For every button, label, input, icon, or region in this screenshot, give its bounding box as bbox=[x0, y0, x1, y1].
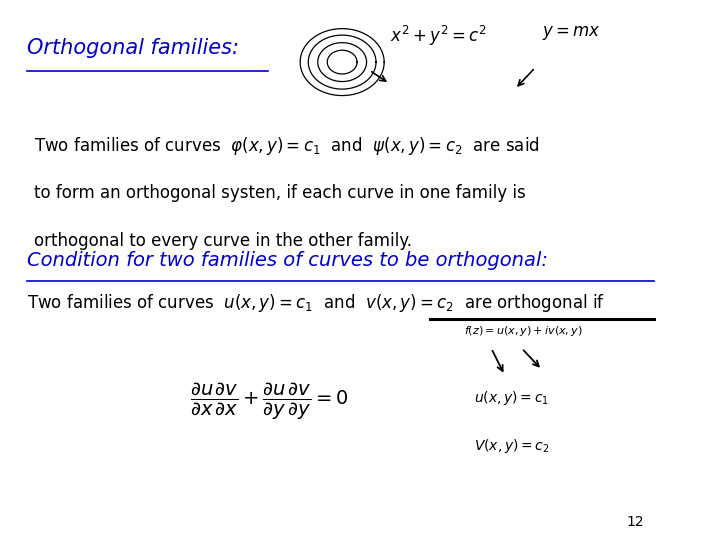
Text: Two families of curves  $\varphi(x, y) = c_1$  and  $\psi(x, y) = c_2$  are said: Two families of curves $\varphi(x, y) = … bbox=[34, 135, 540, 157]
Text: to form an orthogonal systen, if each curve in one family is: to form an orthogonal systen, if each cu… bbox=[34, 184, 526, 201]
Text: $u(x,y)=c_1$: $u(x,y)=c_1$ bbox=[474, 389, 549, 407]
Text: Two families of curves  $u(x, y) = c_1$  and  $v(x, y) = c_2$  are orthogonal if: Two families of curves $u(x, y) = c_1$ a… bbox=[27, 292, 606, 314]
Text: $x^2+y^2=c^2$: $x^2+y^2=c^2$ bbox=[390, 24, 486, 49]
Text: $\dfrac{\partial u}{\partial x}\dfrac{\partial v}{\partial x} + \dfrac{\partial : $\dfrac{\partial u}{\partial x}\dfrac{\p… bbox=[189, 381, 348, 422]
Text: orthogonal to every curve in the other family.: orthogonal to every curve in the other f… bbox=[34, 232, 412, 250]
Text: Orthogonal families:: Orthogonal families: bbox=[27, 38, 239, 58]
Text: Condition for two families of curves to be orthogonal:: Condition for two families of curves to … bbox=[27, 251, 548, 270]
Text: $V(x,y)=c_2$: $V(x,y)=c_2$ bbox=[474, 437, 550, 455]
Text: $f(z)=u(x,y)+iv(x,y)$: $f(z)=u(x,y)+iv(x,y)$ bbox=[464, 324, 582, 338]
Text: $y=mx$: $y=mx$ bbox=[542, 24, 601, 42]
Text: 12: 12 bbox=[626, 515, 644, 529]
